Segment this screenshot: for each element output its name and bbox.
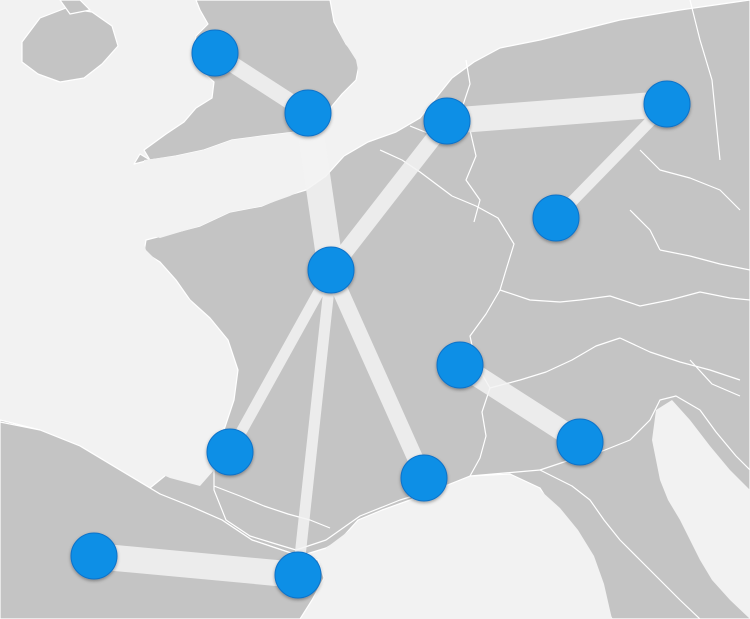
route-n4-n6 [552, 100, 671, 222]
sea-north-sea [334, 0, 560, 118]
route-n5-n10 [323, 266, 432, 482]
sea-baltic [560, 0, 680, 18]
location-dot-icon-n5[interactable] [307, 246, 355, 294]
route-n5-n9 [225, 267, 336, 455]
border-benelux-germany [461, 59, 481, 223]
border-germany-austria [579, 291, 750, 307]
border-czech-austria [659, 249, 750, 271]
location-dot-icon-n9[interactable] [206, 428, 254, 476]
border-france-spain [213, 485, 331, 529]
location-dot-icon-n8[interactable] [556, 418, 604, 466]
border-austria-slovenia [689, 359, 741, 397]
border-germany-czech-south [629, 209, 661, 251]
location-dot-icon-n4[interactable] [643, 80, 691, 128]
sea-bay-of-biscay [0, 220, 234, 486]
border-france-germany [451, 195, 515, 291]
location-dot-icon-n7[interactable] [436, 341, 484, 389]
location-dot-icon-n1[interactable] [191, 29, 239, 77]
land-ireland [21, 7, 119, 83]
land-cornwall [133, 153, 151, 165]
border-france-italy [469, 387, 491, 477]
border-germany-switzerland [499, 289, 581, 303]
route-n5-n11 [292, 269, 337, 576]
route-n7-n8 [454, 356, 586, 451]
sea-adriatic [652, 400, 750, 619]
location-dot-icon-n6[interactable] [532, 194, 580, 242]
border-germany-poland [689, 0, 721, 161]
border-austria-italy [619, 337, 741, 381]
route-n12-n11 [92, 543, 300, 588]
location-dot-icon-n11[interactable] [274, 551, 322, 599]
location-dot-icon-n12[interactable] [70, 532, 118, 580]
route-n3-n4 [445, 91, 669, 134]
border-switzerland-italy [489, 337, 621, 389]
country-borders [213, 0, 750, 529]
location-dot-icon-n2[interactable] [284, 89, 332, 137]
location-dot-icon-n3[interactable] [423, 97, 471, 145]
location-dot-icon-n10[interactable] [400, 454, 448, 502]
route-n2-n5 [295, 111, 344, 272]
node-layer[interactable] [70, 29, 691, 599]
border-germany-czech [639, 149, 741, 211]
route-n5-n3 [324, 116, 454, 275]
border-france-belgium [379, 149, 453, 197]
sea-mediterranean [310, 482, 612, 619]
land-island-nw [59, 0, 91, 15]
